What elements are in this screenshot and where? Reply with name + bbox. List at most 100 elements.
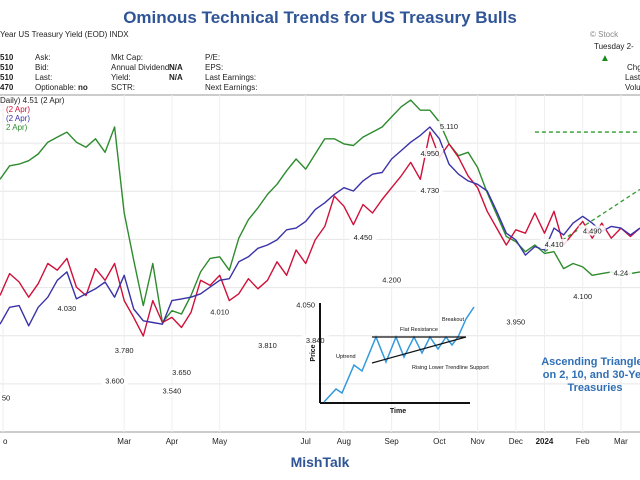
info-pe-label: P/E: — [205, 53, 221, 62]
rising-support-line — [544, 188, 640, 253]
info-ask-label: Ask: — [35, 53, 51, 62]
series-lines — [0, 99, 640, 337]
watermark: © Stock — [590, 30, 619, 39]
info-dividend-label: Annual Dividend: — [111, 63, 172, 72]
info-yield-label: Yield: — [111, 73, 131, 82]
x-tick-label: Mar — [614, 437, 628, 446]
legend-entry: (2 Apr) — [6, 114, 30, 123]
info-yield-value: N/A — [169, 73, 183, 82]
data-label: 3.600 — [101, 375, 129, 386]
x-tick-label: Feb — [576, 437, 590, 446]
ten-year-line — [0, 131, 640, 337]
data-label-bg — [609, 267, 633, 278]
info-next-earnings-label: Next Earnings: — [205, 83, 258, 92]
x-tick-label: Dec — [509, 437, 523, 446]
triangle-up-icon: ▲ — [600, 53, 610, 64]
data-label-bg — [167, 367, 195, 378]
data-label-text: 4.730 — [420, 186, 439, 195]
data-label-text: 4.450 — [354, 233, 373, 242]
two-year-line — [0, 126, 640, 327]
info-dividend-value: N/A — [169, 63, 183, 72]
x-tick-label: Jul — [301, 437, 311, 446]
x-tick-label: o — [3, 437, 8, 446]
quote-info: 510 510 510 470 Ask: Bid: Last: Optionab… — [0, 53, 640, 95]
data-label: 3.810 — [253, 340, 281, 351]
data-label-bg — [53, 302, 81, 313]
data-label-text: 4.24 — [614, 269, 629, 278]
inset-rising-support — [371, 336, 467, 364]
data-label-bg — [569, 291, 597, 302]
data-label: 3.540 — [158, 385, 186, 396]
data-label: 3.840 — [301, 335, 329, 346]
inset-support-label: Rising Lower Trendline Support — [412, 365, 489, 371]
data-label: 4.730 — [416, 185, 444, 196]
data-label-bg — [206, 306, 234, 317]
x-tick-label: Apr — [166, 437, 179, 446]
data-label-text: 4.030 — [57, 304, 76, 313]
data-label-text: 50 — [2, 393, 10, 402]
x-axis: o Mar Apr May Jul Aug Sep Oct Nov Dec 2024 Feb Mar — [3, 437, 628, 446]
callout-line-1: Ascending Triangles — [541, 356, 640, 368]
info-left-3: 470 — [0, 83, 14, 92]
data-label-text: 3.950 — [506, 317, 525, 326]
data-label-bg — [101, 375, 129, 386]
data-label-text: 4.410 — [545, 240, 564, 249]
info-left-1: 510 — [0, 63, 14, 72]
data-label: 4.490 — [578, 225, 606, 236]
trend-lines — [534, 131, 640, 253]
triangle-diagram: Uptrend Flat Resistance Breakout Rising Low… — [310, 303, 489, 415]
data-label-text: 4.950 — [420, 149, 439, 158]
data-label-bg — [110, 345, 138, 356]
grid — [0, 94, 640, 433]
data-label: 4.050 — [292, 299, 320, 310]
data-label-bg — [0, 392, 13, 403]
callout-text: Ascending Triangles on 2, 10, and 30-Yea… — [530, 356, 640, 395]
data-label: 4.200 — [378, 274, 406, 285]
x-tick-label: Oct — [433, 437, 446, 446]
data-label-bg — [301, 335, 329, 346]
x-tick-label: May — [212, 437, 227, 446]
data-label-text: 5.110 — [440, 122, 458, 131]
data-label-bg — [292, 299, 320, 310]
chart-title: Ominous Technical Trends for US Treasury… — [123, 8, 517, 27]
inset-resistance-label: Flat Resistance — [400, 327, 438, 333]
data-label-bg — [378, 274, 406, 285]
x-tick-label: Sep — [385, 437, 400, 446]
data-label: 4.100 — [569, 291, 597, 302]
data-label-text: 4.100 — [573, 292, 592, 301]
inset-ylabel: Price — [310, 344, 317, 361]
data-label-bg — [502, 316, 530, 327]
data-label: 4.950 — [416, 147, 444, 158]
footer-brand: MishTalk — [290, 454, 350, 470]
data-label-bg — [540, 238, 568, 249]
info-sctr-label: SCTR: — [111, 83, 135, 92]
info-eps-label: EPS: — [205, 63, 224, 72]
data-label-bg — [435, 121, 463, 132]
data-label-bg — [416, 185, 444, 196]
x-tick-label: 2024 — [536, 437, 554, 446]
x-tick-label: Aug — [337, 437, 351, 446]
data-label-text: 3.540 — [163, 387, 182, 396]
data-label: 3.950 — [502, 316, 530, 327]
symbol-name: Year US Treasury Yield (EOD) INDX — [0, 30, 129, 39]
data-label: 4.010 — [206, 306, 234, 317]
data-label-bg — [158, 385, 186, 396]
callout-line-3: Treasuries — [567, 382, 623, 394]
data-label: 4.030 — [53, 302, 81, 313]
data-label: 3.650 — [167, 367, 195, 378]
inset-breakout-label: Breakout — [442, 317, 464, 323]
info-left-2: 510 — [0, 73, 14, 82]
legend-entry: (2 Apr) — [6, 105, 30, 114]
info-optionable-label: Optionable: — [35, 83, 76, 92]
info-optionable-value: no — [78, 83, 88, 92]
data-label-text: 3.650 — [172, 368, 191, 377]
data-label-text: 3.600 — [105, 376, 124, 385]
info-volume-label: Volu — [625, 83, 640, 92]
legend-entry: Daily) 4.51 (2 Apr) — [0, 96, 65, 105]
info-chg-label: Chg — [627, 63, 640, 72]
x-tick-label: Nov — [470, 437, 484, 446]
data-label: 4.410 — [540, 238, 568, 249]
x-tick-label: Mar — [117, 437, 131, 446]
data-label: 5.110 — [435, 121, 463, 132]
